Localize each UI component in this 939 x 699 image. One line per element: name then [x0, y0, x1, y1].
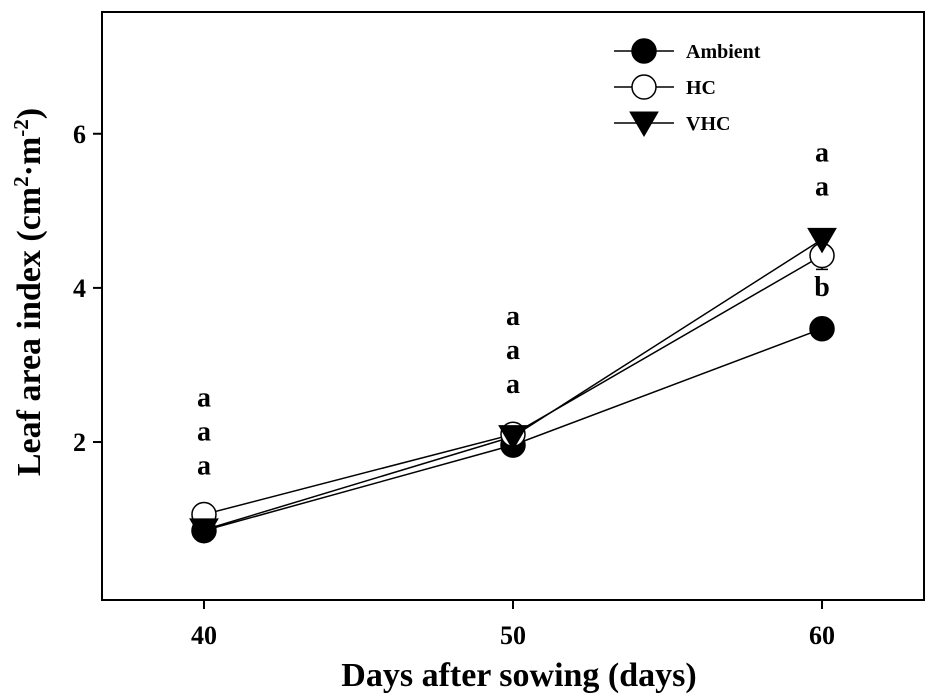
significance-letter: a [197, 383, 211, 414]
legend-marker-ambient [631, 38, 657, 64]
y-axis-title-sup1: 2 [9, 176, 33, 187]
y-tick-label: 4 [73, 274, 86, 303]
data-point-vhc [807, 227, 837, 254]
significance-letter: a [506, 369, 520, 400]
legend: Ambient HC VHC [614, 38, 761, 137]
x-axis-ticks: 40 50 60 [191, 600, 835, 650]
x-axis-title: Days after sowing (days) [341, 657, 696, 694]
significance-letter: a [506, 335, 520, 366]
significance-letter: a [815, 172, 829, 203]
y-axis-title-sup2: -2 [9, 119, 33, 137]
data-point-vhc [498, 425, 528, 451]
legend-label-hc: HC [686, 77, 716, 99]
legend-label-ambient: Ambient [686, 41, 761, 63]
legend-marker-hc [631, 74, 657, 100]
significance-letter: b [814, 272, 830, 303]
y-tick-label: 2 [73, 428, 86, 457]
significance-letter: a [197, 417, 211, 448]
y-axis-ticks: 2 4 6 [73, 120, 102, 457]
x-tick-label: 60 [809, 621, 835, 650]
data-point-vhc [189, 518, 219, 544]
y-axis-title: Leaf area index (cm2·m-2) [9, 108, 48, 476]
x-tick-label: 40 [191, 621, 217, 650]
significance-letter: a [815, 138, 829, 169]
legend-label-vhc: VHC [686, 113, 730, 135]
data-point-ambient [809, 315, 835, 342]
significance-letter: a [197, 451, 211, 482]
legend-marker-vhc [629, 111, 659, 137]
significance-letter: a [506, 301, 520, 332]
x-tick-label: 50 [500, 621, 526, 650]
y-axis-title-main: Leaf area index (cm [11, 187, 48, 476]
y-tick-label: 6 [73, 120, 86, 149]
y-axis-title-mid: ·m [11, 137, 48, 177]
data-markers [189, 227, 837, 544]
y-axis-title-end: ) [11, 108, 48, 119]
